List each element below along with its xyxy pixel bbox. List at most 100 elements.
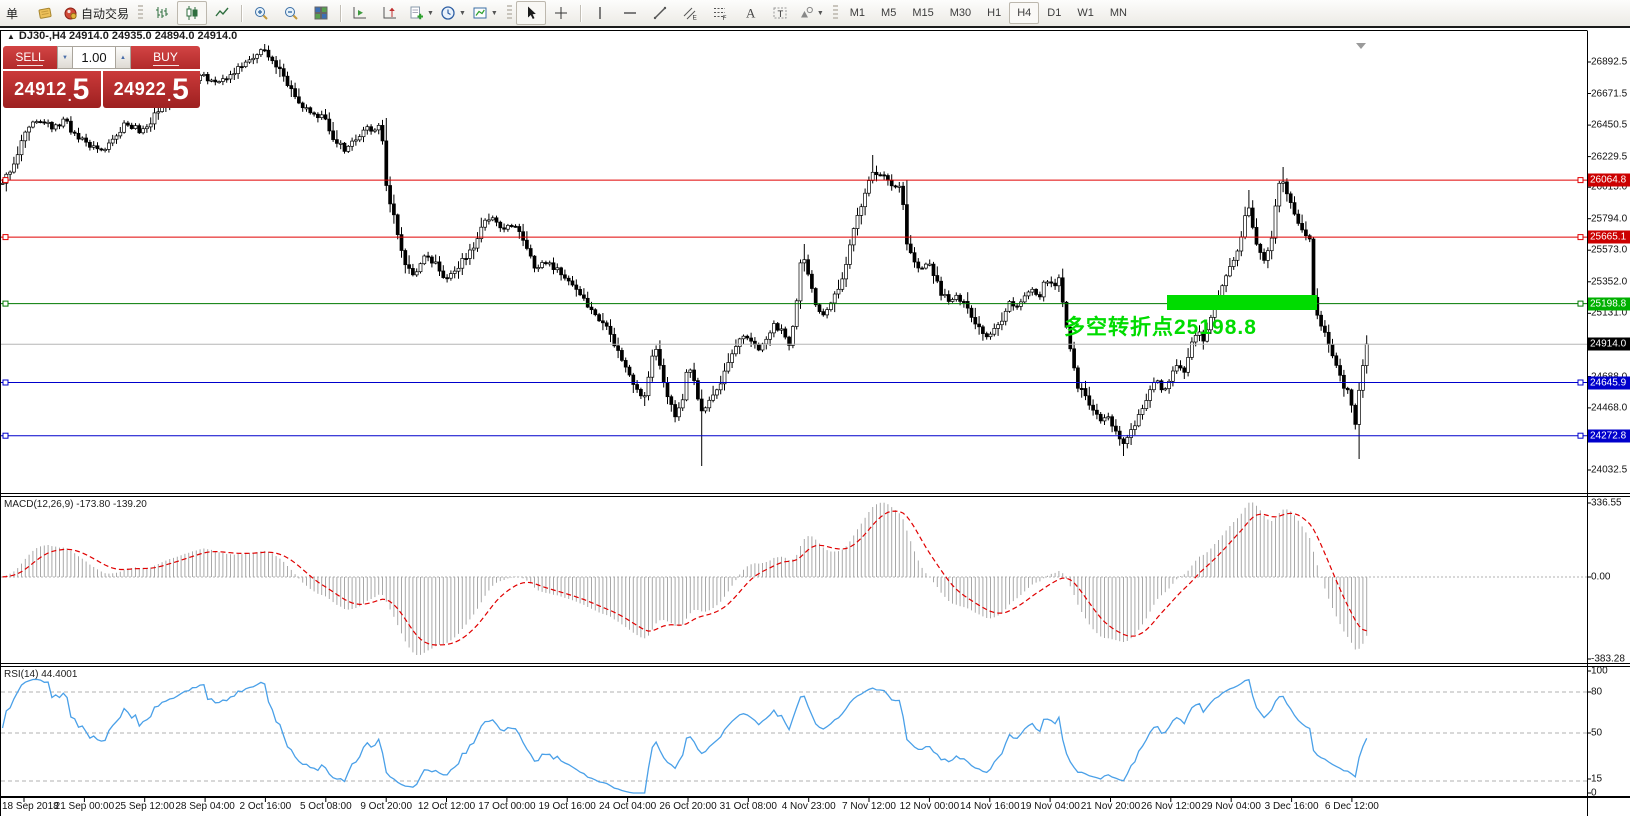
timeframe-MN-button[interactable]: MN [1109,7,1127,19]
price-line-label: 24914.0 [1588,337,1630,351]
volume-input[interactable]: 1.00 [73,46,115,69]
toolbar-drag-handle[interactable] [832,5,838,21]
profile-button[interactable] [30,1,60,25]
macd-axis-tick: 0.00 [1591,571,1611,583]
rsi-axis-tick: 100 [1591,665,1608,677]
date-axis-label: 9 Oct 20:00 [360,801,413,812]
one-click-toggle-icon[interactable]: ▲ [7,32,15,41]
hline-handle [1577,379,1584,386]
fibonacci-icon: F [713,8,726,21]
hline-handle [1577,177,1584,184]
toolbar: 单 自动交易 ▼ ▼ ▼ E F A T ▼ M1 M5 M15 M30 H1 H4 D1 W1 MN [0,0,1630,26]
date-axis-label: 12 Nov 00:00 [899,801,960,812]
cursor-button[interactable] [515,1,546,25]
toolbar-separator [579,4,581,22]
date-axis-label: 25 Sep 12:00 [114,801,175,812]
text-tool-button[interactable]: A [735,1,765,25]
zoom-out-icon [285,7,298,20]
dropdown-arrow-icon[interactable]: ▼ [458,9,466,17]
price-axis-tick: 24468.0 [1591,402,1628,414]
line-chart-button[interactable] [207,1,237,25]
price-line-label: 26064.8 [1588,173,1630,187]
toolbar-separator [340,4,342,22]
chart-shift-icon [383,7,397,19]
label-tool-button[interactable]: T [765,1,795,25]
equidistant-channel-icon: E [683,7,697,21]
timeframe-M15-button[interactable]: M15 [912,7,934,19]
timeframe-H4-button[interactable]: H4 [1009,2,1040,24]
date-axis-label: 3 Dec 16:00 [1264,801,1319,812]
chart-symbol-title: ▲ DJ30-,H4 24914.0 24935.0 24894.0 24914.… [7,30,237,42]
auto-trading-icon [64,7,77,20]
new-order-button[interactable]: 单 [5,6,18,21]
rsi-axis-tick: 0 [1591,787,1597,799]
horizontal-line-button[interactable] [615,1,645,25]
hline-handle [2,234,9,241]
tile-windows-icon [314,6,328,20]
timeframe-H1-button[interactable]: H1 [987,7,1002,19]
dropdown-arrow-icon[interactable]: ▼ [490,9,498,17]
line-chart-icon [215,7,229,17]
timeframe-W1-button[interactable]: W1 [1077,7,1094,19]
svg-text:T: T [777,9,783,20]
periods-button[interactable]: ▼ [437,1,469,25]
indicators-button[interactable]: ▼ [405,1,437,25]
hline-handle [1577,432,1584,439]
equidistant-channel-button[interactable]: E [675,1,705,25]
hline-handle [1577,300,1584,307]
timeframe-M1-button[interactable]: M1 [849,7,866,19]
timeframe-D1-button[interactable]: D1 [1047,7,1062,19]
date-axis-label: 14 Nov 16:00 [960,801,1020,812]
date-axis-label: 24 Oct 04:00 [598,801,657,812]
date-axis-label: 31 Oct 08:00 [719,801,777,812]
sell-button[interactable]: SELL [3,46,57,69]
dropdown-arrow-icon[interactable]: ▼ [816,9,824,17]
vertical-line-icon [599,7,601,19]
macd-indicator-label: MACD(12,26,9) -173.80 -139.20 [4,499,147,510]
auto-trading-button[interactable]: 自动交易 [60,1,132,25]
price-axis-tick: 26450.5 [1591,119,1628,131]
price-axis-tick: 26892.5 [1591,56,1628,68]
crosshair-button[interactable] [546,1,576,25]
dropdown-arrow-icon[interactable]: ▼ [427,9,434,17]
buy-price-display[interactable]: 24922. 5 [102,71,200,108]
buy-button[interactable]: BUY [131,46,200,69]
hline-handle [2,379,9,386]
date-axis-label: 12 Oct 12:00 [417,801,476,812]
svg-text:F: F [722,15,726,21]
volume-decrease-button[interactable]: ▼ [57,46,73,69]
rsi-axis-tick: 50 [1591,727,1603,739]
tile-windows-button[interactable] [306,1,336,25]
zoom-in-button[interactable] [246,1,276,25]
date-axis-label: 26 Nov 12:00 [1141,801,1201,812]
svg-text:A: A [746,6,756,21]
price-axis-tick: 25131.0 [1591,307,1628,319]
price-axis-tick: 24032.5 [1591,464,1628,476]
zoom-out-button[interactable] [276,1,306,25]
crosshair-icon [554,7,567,19]
toolbar-drag-handle[interactable] [138,5,144,21]
price-axis-tick: 26015.0 [1591,181,1628,193]
vertical-line-button[interactable] [585,1,615,25]
hline-handle [2,432,9,439]
chart-annotation-text[interactable]: 多空转折点25198.8 [1064,316,1257,339]
toolbar-drag-handle[interactable] [506,5,512,21]
candlestick-chart-button[interactable] [177,1,208,25]
timeframe-M5-button[interactable]: M5 [881,7,897,19]
volume-increase-button[interactable]: ▲ [115,46,131,69]
trendline-button[interactable] [645,1,675,25]
timeframe-M30-button[interactable]: M30 [949,7,972,19]
zoom-in-icon [255,7,268,20]
sell-price-display[interactable]: 24912. 5 [3,71,101,108]
templates-button[interactable]: ▼ [469,1,501,25]
bar-chart-button[interactable] [147,1,177,25]
fibonacci-button[interactable]: F [705,1,735,25]
date-axis-label: 21 Nov 20:00 [1080,801,1141,812]
date-axis-label: 21 Sep 00:00 [54,801,115,812]
shapes-button[interactable]: ▼ [795,1,827,25]
chart-shift-button[interactable] [375,1,405,25]
date-axis-label: 7 Nov 12:00 [842,801,896,812]
auto-scroll-button[interactable] [345,1,375,25]
